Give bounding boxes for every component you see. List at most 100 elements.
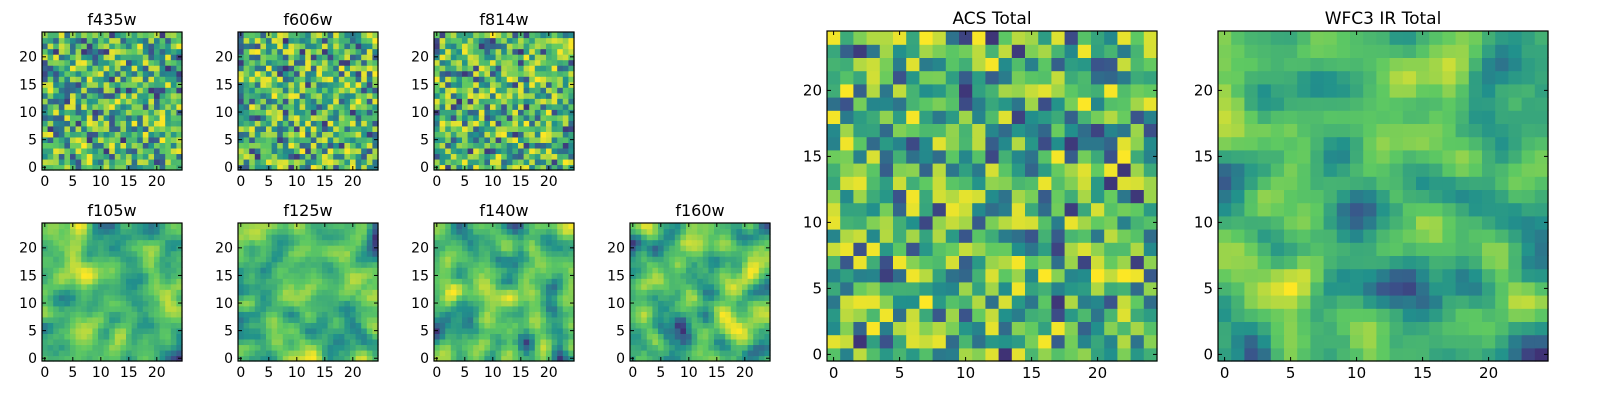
heatmap-cell (322, 109, 329, 116)
heatmap-cell (271, 316, 278, 323)
heatmap-cell (344, 164, 351, 171)
heatmap-cell (478, 32, 485, 39)
heatmap-cell (1104, 268, 1118, 283)
heatmap-cell (120, 228, 127, 235)
heatmap-cell (109, 228, 116, 235)
heatmap-cell (294, 316, 301, 323)
heatmap-cell (288, 32, 295, 39)
heatmap-cell (529, 261, 536, 268)
heatmap-cell (271, 322, 278, 329)
x-tick-label: 15 (316, 174, 334, 190)
y-tick-label: 5 (420, 133, 429, 149)
heatmap-cell (680, 322, 687, 329)
x-tick-label: 0 (40, 365, 49, 381)
heatmap-cell (450, 322, 457, 329)
heatmap-cell (58, 294, 65, 301)
heatmap-cell (103, 164, 110, 171)
heatmap-cell (1130, 268, 1145, 283)
heatmap-cell (316, 316, 323, 323)
heatmap-cell (361, 92, 368, 99)
heatmap-cell (159, 65, 166, 72)
heatmap-cell (92, 234, 99, 241)
heatmap-cell (142, 70, 149, 77)
heatmap-cell (534, 153, 541, 160)
heatmap-cell (484, 136, 491, 143)
heatmap-cell (853, 321, 868, 336)
heatmap-cell (719, 305, 726, 312)
heatmap-cell (310, 131, 317, 138)
heatmap-cell (484, 153, 491, 160)
heatmap-cell (42, 289, 49, 296)
heatmap-cell (322, 327, 329, 334)
heatmap-cell (75, 250, 82, 257)
heatmap-cell (551, 131, 558, 138)
heatmap-cell (350, 283, 357, 290)
heatmap-cell (697, 305, 704, 312)
heatmap-cell (58, 245, 65, 252)
heatmap-cell (344, 136, 351, 143)
heatmap-cell (288, 245, 295, 252)
heatmap-cell (131, 305, 138, 312)
heatmap-cell (327, 261, 334, 268)
heatmap-cell (512, 48, 519, 55)
heatmap-cell (344, 272, 351, 279)
heatmap-cell (316, 59, 323, 66)
heatmap-cell (322, 98, 329, 105)
heatmap-cell (529, 109, 536, 116)
heatmap-cell (249, 300, 256, 307)
heatmap-cell (58, 103, 65, 110)
heatmap-cell (372, 333, 379, 340)
heatmap-cell (512, 87, 519, 94)
heatmap-cell (512, 158, 519, 166)
heatmap-cell (109, 81, 116, 88)
heatmap-cell (238, 305, 245, 312)
heatmap-cell (131, 316, 138, 323)
heatmap-cell (243, 322, 250, 329)
heatmap-cell (742, 311, 749, 318)
heatmap-cell (81, 142, 88, 149)
heatmap-cell (445, 278, 452, 285)
heatmap-cell (439, 125, 446, 132)
heatmap-cell (372, 92, 379, 99)
heatmap-cell (355, 349, 362, 357)
heatmap-cell (165, 43, 172, 50)
heatmap-cell (131, 98, 138, 105)
heatmap-cell (708, 349, 715, 357)
heatmap-cell (361, 239, 368, 246)
heatmap-cell (635, 223, 642, 230)
heatmap-cell (366, 256, 373, 263)
heatmap-cell (316, 245, 323, 252)
heatmap-cell (58, 98, 65, 105)
heatmap-cell (53, 164, 60, 171)
heatmap-cell (131, 245, 138, 252)
heatmap-cell (47, 147, 54, 155)
heatmap-cell (58, 228, 65, 235)
heatmap-cell (478, 250, 485, 257)
heatmap-cell (294, 76, 301, 83)
heatmap-cell (467, 311, 474, 318)
heatmap-cell (165, 136, 172, 143)
x-tick-label: 10 (288, 365, 306, 381)
heatmap-cell (456, 142, 463, 149)
heatmap-cell (277, 239, 284, 246)
heatmap-cell (506, 32, 513, 39)
heatmap-cell (260, 278, 267, 285)
heatmap-cell (159, 355, 166, 362)
heatmap-cell (148, 322, 155, 329)
heatmap-cell (523, 54, 530, 61)
heatmap-cell (652, 349, 659, 357)
heatmap-cell (131, 261, 138, 268)
heatmap-cell (322, 48, 329, 55)
heatmap-cell (64, 305, 71, 312)
heatmap-cell (271, 305, 278, 312)
heatmap-cell (75, 239, 82, 246)
heatmap-cell (490, 125, 497, 132)
heatmap-cell (282, 289, 289, 296)
heatmap-cell (450, 283, 457, 290)
heatmap-cell (450, 37, 457, 44)
heatmap-cell (361, 223, 368, 230)
heatmap-cell (81, 81, 88, 88)
heatmap-cell (243, 43, 250, 50)
heatmap-cell (674, 322, 681, 329)
heatmap-cell (114, 54, 121, 61)
